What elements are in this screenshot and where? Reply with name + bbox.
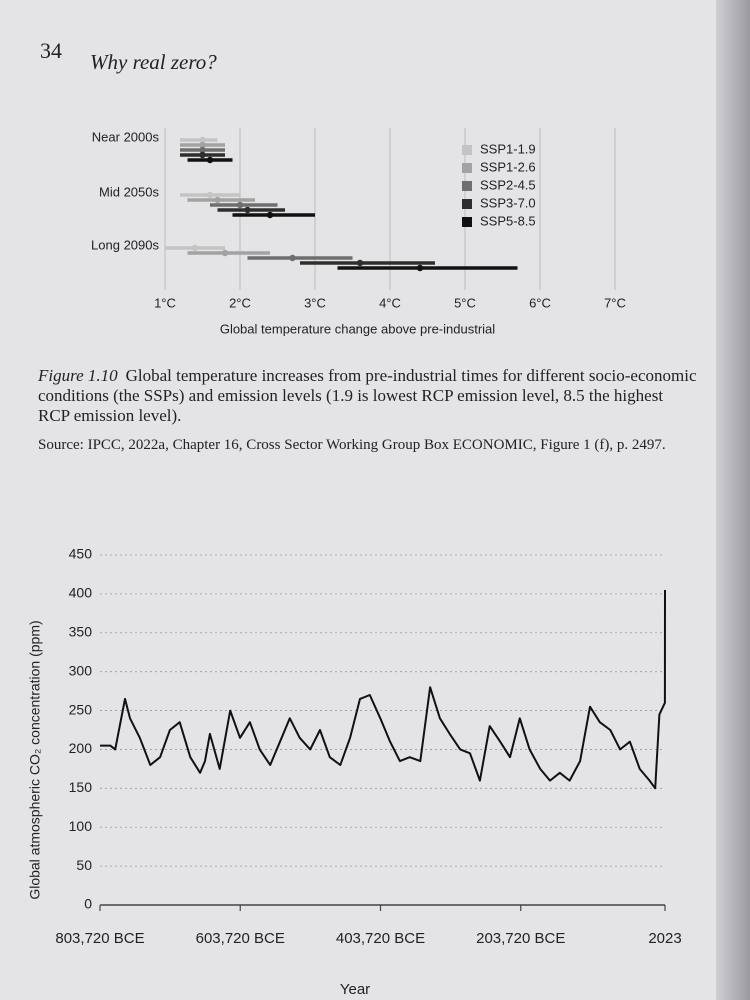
source: Source: IPCC, 2022a, Chapter 16, Cross S… [38,437,666,453]
median-dot [266,211,274,219]
y-tick-label: 200 [69,740,93,756]
y-tick-label: 300 [69,662,93,678]
legend-label: SSP5-8.5 [480,213,536,228]
median-dot [199,151,206,159]
page-edge [716,0,750,1000]
x-tick-label: 7°C [604,295,626,310]
x-tick-label: 203,720 BCE [476,930,565,947]
caption-label: Figure 1.10 [38,366,118,385]
median-dot [214,196,221,204]
legend-label: SSP1-1.9 [480,141,536,156]
x-tick-label: 4°C [379,295,401,310]
charts: 1°C 2°C 3°C 4°C 5°C 6°C 7°C Global temperature … [27,128,682,998]
median-dot [191,244,199,252]
y-tick-label: 100 [69,818,93,834]
legend-label: SSP2-4.5 [480,177,536,192]
x-tick-label: 1°C [154,295,176,310]
legend-swatch [462,181,472,191]
median-dot [356,259,364,267]
y-tick-label: 0 [84,896,92,912]
median-dot [199,141,206,149]
y-tick-label: 450 [69,546,93,562]
y-tick-label: 250 [69,701,93,717]
median-dot [199,146,206,154]
x-axis-label: Global temperature change above pre-indu… [220,321,495,336]
median-dot [199,136,206,144]
y-tick-label: 350 [69,623,93,639]
x-tick-label: 6°C [529,295,551,310]
x-tick-label: 403,720 BCE [336,930,425,947]
y-tick-label: 400 [69,585,93,601]
legend-swatch [462,217,472,227]
median-dot [206,156,214,164]
legend-label: SSP3-7.0 [480,195,536,210]
x-tick-label: 803,720 BCE [55,930,144,947]
co2-line [100,589,666,790]
caption-text: Global temperature increases from pre-in… [38,366,697,425]
median-dot [206,191,214,199]
category-label: Mid 2050s [99,184,159,199]
page-number: 34 [40,38,62,63]
median-dot [221,249,229,257]
x-tick-label: 5°C [454,295,476,310]
median-dot [289,254,296,262]
legend-label: SSP1-2.6 [480,159,536,174]
running-title: Why real zero? [90,50,217,74]
legend-swatch [462,145,472,155]
x-tick-label: 2°C [229,295,251,310]
y-tick-label: 50 [76,857,92,873]
median-dot [244,206,251,214]
median-dot [236,201,244,209]
y-tick-label: 150 [69,779,93,795]
legend-swatch [462,199,472,209]
y-axis-label: Global atmospheric CO₂ concentration (pp… [27,620,43,899]
x-tick-label: 2023 [648,930,681,947]
category-label: Near 2000s [92,129,160,144]
category-label: Long 2090s [91,237,159,252]
x-tick-label: 603,720 BCE [196,930,285,947]
x-tick-label: 3°C [304,295,326,310]
median-dot [416,264,424,272]
caption: Figure 1.10 Global temperature increases … [38,366,698,426]
x-axis-label: Year [340,981,370,998]
legend-swatch [462,163,472,173]
